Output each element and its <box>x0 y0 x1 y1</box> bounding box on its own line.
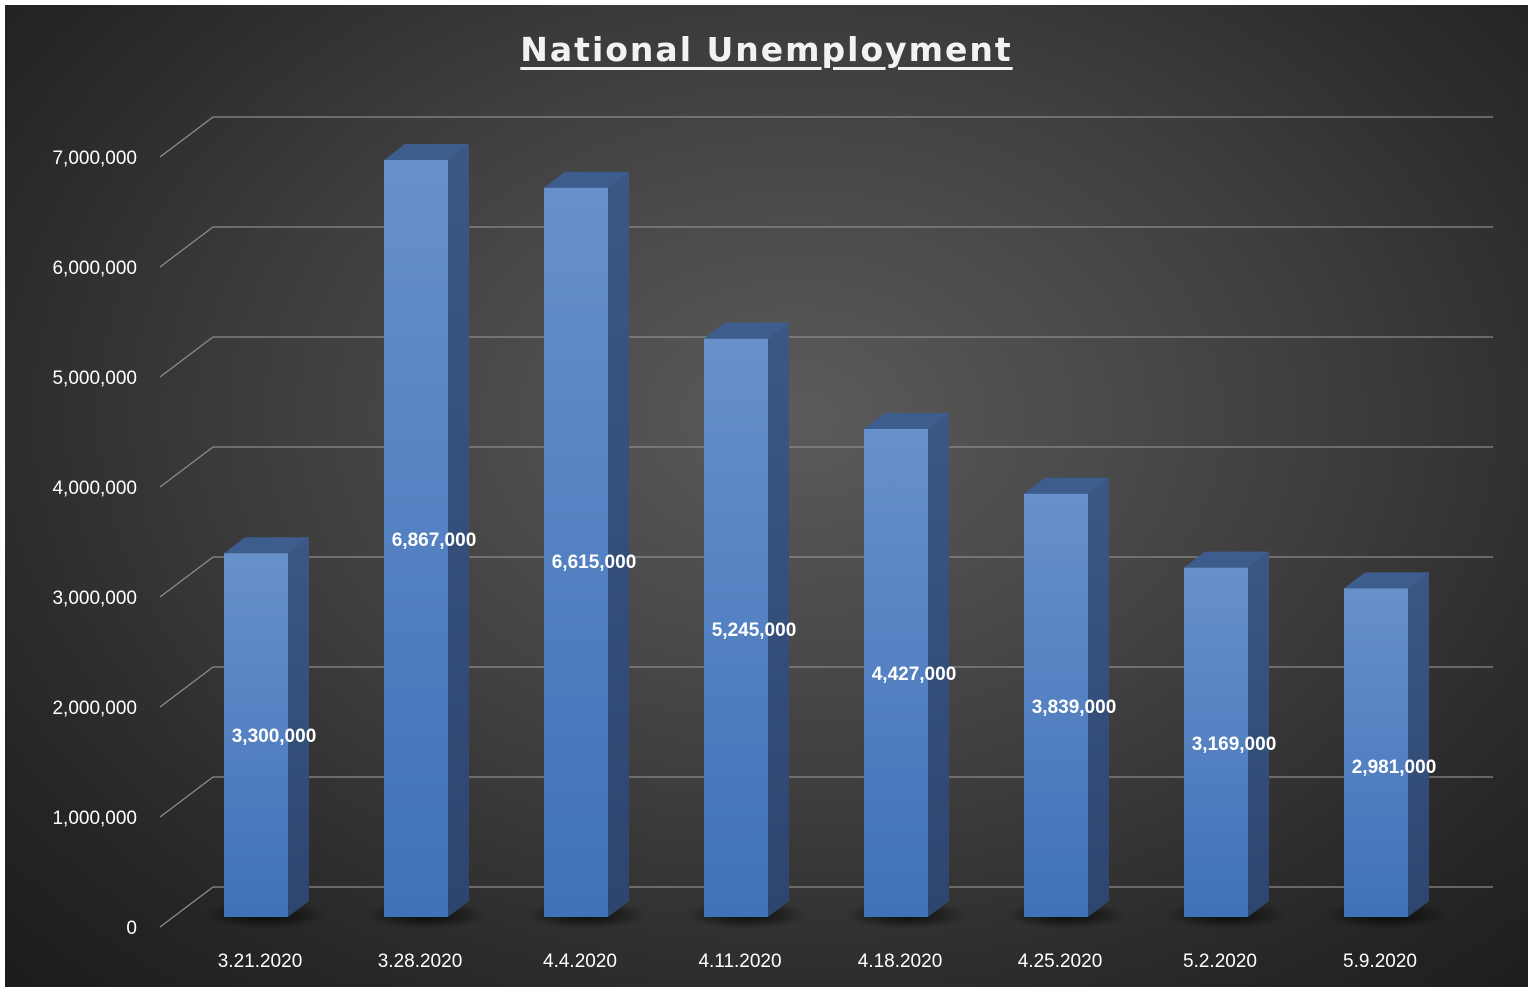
x-category-label: 3.21.2020 <box>218 951 303 972</box>
x-axis-category-labels: 3.21.2020 3.28.2020 4.4.2020 4.11.2020 4.18.… <box>218 951 1417 972</box>
bar-front <box>864 428 928 917</box>
bar-top <box>1344 572 1429 589</box>
chart-title: National Unemployment <box>520 30 1013 69</box>
x-category-label: 4.4.2020 <box>543 951 617 972</box>
bar-front <box>384 160 448 917</box>
gridline <box>159 336 1493 378</box>
data-label: 6,615,000 <box>552 552 637 573</box>
gridline <box>159 556 1493 598</box>
bar-side <box>768 322 789 917</box>
x-category-label: 4.25.2020 <box>1018 951 1103 972</box>
data-label: 3,300,000 <box>232 726 317 747</box>
data-label: 2,981,000 <box>1352 757 1437 778</box>
data-label: 4,427,000 <box>872 664 957 685</box>
gridline <box>159 446 1493 488</box>
data-label: 5,245,000 <box>712 620 797 641</box>
bar-side <box>288 537 309 917</box>
bar-side <box>1088 477 1109 917</box>
bar-side <box>1408 572 1429 917</box>
y-tick-label: 2,000,000 <box>52 698 137 719</box>
bar-top <box>864 412 949 429</box>
bar-side <box>608 171 629 918</box>
bar-4.25.2020 <box>1005 477 1127 929</box>
bar-front <box>544 187 608 918</box>
x-category-label: 5.9.2020 <box>1343 951 1417 972</box>
bar-front <box>704 338 768 917</box>
data-label: 3,169,000 <box>1192 734 1277 755</box>
y-tick-label: 7,000,000 <box>52 148 137 169</box>
bar-4.18.2020 <box>845 412 967 929</box>
bar-front <box>1024 493 1088 917</box>
bar-4.4.2020 <box>525 171 647 929</box>
bar-side <box>1248 551 1269 917</box>
bar-side <box>928 412 949 917</box>
y-axis-tick-labels: 0 1,000,000 2,000,000 3,000,000 4,000,000 5,0… <box>52 148 137 939</box>
y-tick-label: 4,000,000 <box>52 478 137 499</box>
data-label: 6,867,000 <box>392 530 477 551</box>
x-category-label: 5.2.2020 <box>1183 951 1257 972</box>
bar-5.2.2020 <box>1165 551 1287 929</box>
bar-3.21.2020 <box>205 537 327 929</box>
bar-front <box>224 553 288 917</box>
y-tick-label: 6,000,000 <box>52 258 137 279</box>
y-tick-label: 3,000,000 <box>52 588 137 609</box>
bar-top <box>384 144 469 160</box>
bar-3.28.2020 <box>365 144 487 929</box>
gridline <box>159 116 1493 158</box>
x-category-label: 3.28.2020 <box>378 951 463 972</box>
bar-top <box>224 537 309 554</box>
gridline <box>159 886 1493 928</box>
gridlines <box>159 116 1493 928</box>
x-category-label: 4.11.2020 <box>698 951 781 972</box>
data-label: 3,839,000 <box>1032 697 1117 718</box>
data-labels: 3,300,000 6,867,000 6,615,000 5,245,000 4,42… <box>232 530 1437 778</box>
gridline <box>159 226 1493 268</box>
bar-side <box>448 144 469 917</box>
bars <box>205 144 1447 929</box>
y-tick-label: 0 <box>126 918 137 939</box>
bar-top <box>544 171 629 188</box>
bar-front <box>1344 588 1408 917</box>
y-tick-label: 1,000,000 <box>52 808 137 829</box>
y-tick-label: 5,000,000 <box>52 368 137 389</box>
gridline <box>159 776 1493 818</box>
bar-top <box>1184 551 1269 568</box>
x-category-label: 4.18.2020 <box>858 951 943 972</box>
bar-top <box>1024 477 1109 494</box>
bar-front <box>1184 567 1248 917</box>
bar-5.9.2020 <box>1325 572 1447 929</box>
bar-4.11.2020 <box>685 322 807 929</box>
gridline <box>159 666 1493 708</box>
bar-top <box>704 322 789 339</box>
